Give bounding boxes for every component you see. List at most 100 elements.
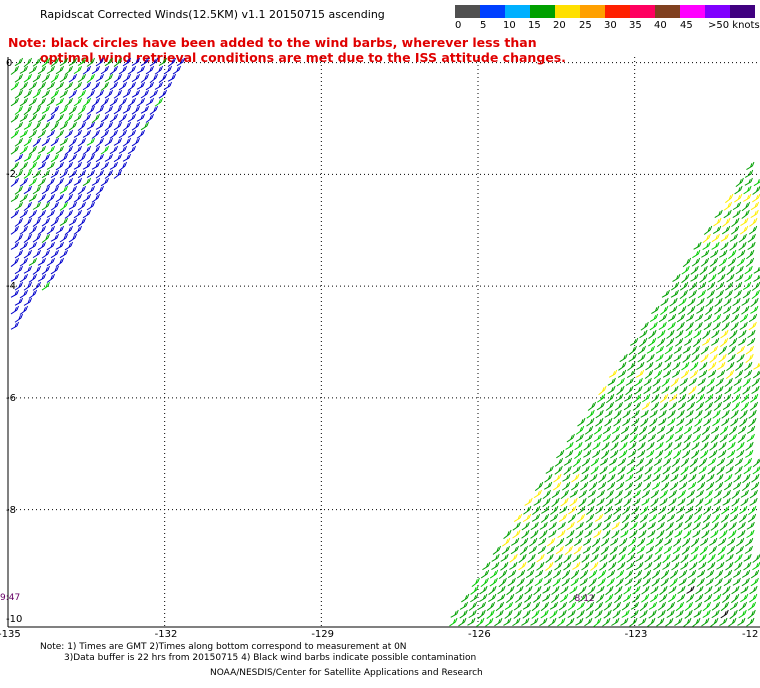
wind-barb xyxy=(671,465,680,475)
wind-barb xyxy=(630,609,639,619)
wind-barb xyxy=(131,89,140,98)
wind-barb xyxy=(632,593,641,603)
wind-barb xyxy=(28,129,37,139)
wind-barb xyxy=(642,577,651,587)
wind-barb xyxy=(633,577,642,587)
wind-barb xyxy=(745,257,755,268)
wind-barb xyxy=(581,457,591,467)
wind-barb xyxy=(41,249,50,259)
wind-barb xyxy=(118,161,127,172)
wind-barb xyxy=(10,129,19,139)
wind-barb xyxy=(716,369,726,378)
wind-barb xyxy=(746,529,755,539)
wind-barb xyxy=(730,225,740,235)
wind-barb xyxy=(584,617,593,627)
wind-barb xyxy=(675,513,685,523)
wind-barb xyxy=(19,273,28,283)
wind-barb xyxy=(10,81,19,91)
wind-barb xyxy=(744,361,753,371)
wind-barb xyxy=(612,609,621,619)
wind-barb xyxy=(691,257,701,267)
wind-barb xyxy=(740,593,749,603)
wind-barb xyxy=(567,513,577,523)
warning-note-line-1: Note: black circles have been added to t… xyxy=(8,35,537,50)
wind-barb xyxy=(688,377,697,387)
wind-barb xyxy=(615,577,624,587)
wind-barb xyxy=(652,473,661,482)
wind-barb xyxy=(648,513,658,522)
wind-barb xyxy=(68,153,77,163)
wind-barb xyxy=(570,577,579,587)
wind-barb xyxy=(64,193,73,204)
wind-barb xyxy=(565,449,574,459)
wind-barb xyxy=(122,137,131,147)
wind-barb xyxy=(145,97,154,106)
wind-barb xyxy=(589,473,598,483)
wind-barb xyxy=(46,129,55,138)
wind-barb xyxy=(615,569,625,579)
wind-barb xyxy=(634,385,643,395)
longitude-label: -126 xyxy=(468,629,491,640)
wind-barb xyxy=(163,81,172,90)
wind-barb xyxy=(661,473,670,483)
wind-barb xyxy=(127,145,136,155)
wind-barb xyxy=(733,385,742,395)
wind-barb xyxy=(636,537,646,547)
wind-barb xyxy=(579,569,589,580)
wind-barb xyxy=(491,561,500,571)
wind-barb xyxy=(104,73,113,83)
wind-barb xyxy=(498,577,507,588)
wind-barb xyxy=(608,553,617,563)
wind-barb xyxy=(750,201,760,211)
wind-barb xyxy=(714,209,723,218)
wind-barb xyxy=(594,513,604,522)
wind-barb xyxy=(32,249,41,259)
wind-barb xyxy=(59,137,68,146)
wind-barb xyxy=(733,473,742,483)
wind-barb xyxy=(55,113,64,123)
wind-barb xyxy=(602,521,611,531)
wind-barb xyxy=(77,185,86,195)
wind-barb xyxy=(100,145,109,155)
wind-barb xyxy=(55,97,64,106)
wind-barb xyxy=(10,161,19,171)
wind-barb xyxy=(513,513,523,522)
wind-barb xyxy=(86,105,95,115)
wind-barb xyxy=(551,585,560,595)
wind-barb xyxy=(509,553,518,563)
wind-barb xyxy=(624,481,634,491)
wind-barb xyxy=(625,473,634,482)
wind-barb xyxy=(711,513,721,524)
wind-barb xyxy=(59,73,68,83)
wind-barb xyxy=(702,329,711,340)
wind-barb xyxy=(678,577,687,586)
wind-barb xyxy=(486,601,496,611)
wind-barb xyxy=(614,401,624,411)
wind-barb xyxy=(46,97,55,107)
wind-barb xyxy=(10,97,19,107)
wind-barb xyxy=(176,57,185,67)
wind-barb xyxy=(648,609,657,619)
wind-barb xyxy=(513,601,523,611)
wind-barb xyxy=(699,265,708,275)
wind-barb xyxy=(655,449,664,459)
wind-barb xyxy=(651,305,660,315)
wind-barb xyxy=(549,601,559,610)
wind-barb xyxy=(678,481,688,490)
wind-barb xyxy=(657,601,667,611)
wind-barb xyxy=(55,193,64,203)
wind-barb xyxy=(658,313,668,323)
wind-barb xyxy=(118,129,127,139)
wind-barb xyxy=(730,321,739,331)
wind-barb xyxy=(599,465,608,475)
wind-barb xyxy=(712,321,721,331)
wind-barb xyxy=(10,305,19,315)
wind-barb xyxy=(738,241,747,251)
legend-swatch xyxy=(730,5,755,18)
wind-barb xyxy=(548,521,557,531)
wind-barb xyxy=(86,169,95,179)
wind-barb xyxy=(543,577,552,586)
wind-barb xyxy=(617,369,627,378)
wind-barb xyxy=(714,577,723,587)
footer-note-line-2: 3)Data buffer is 22 hrs from 20150715 4)… xyxy=(64,653,477,663)
